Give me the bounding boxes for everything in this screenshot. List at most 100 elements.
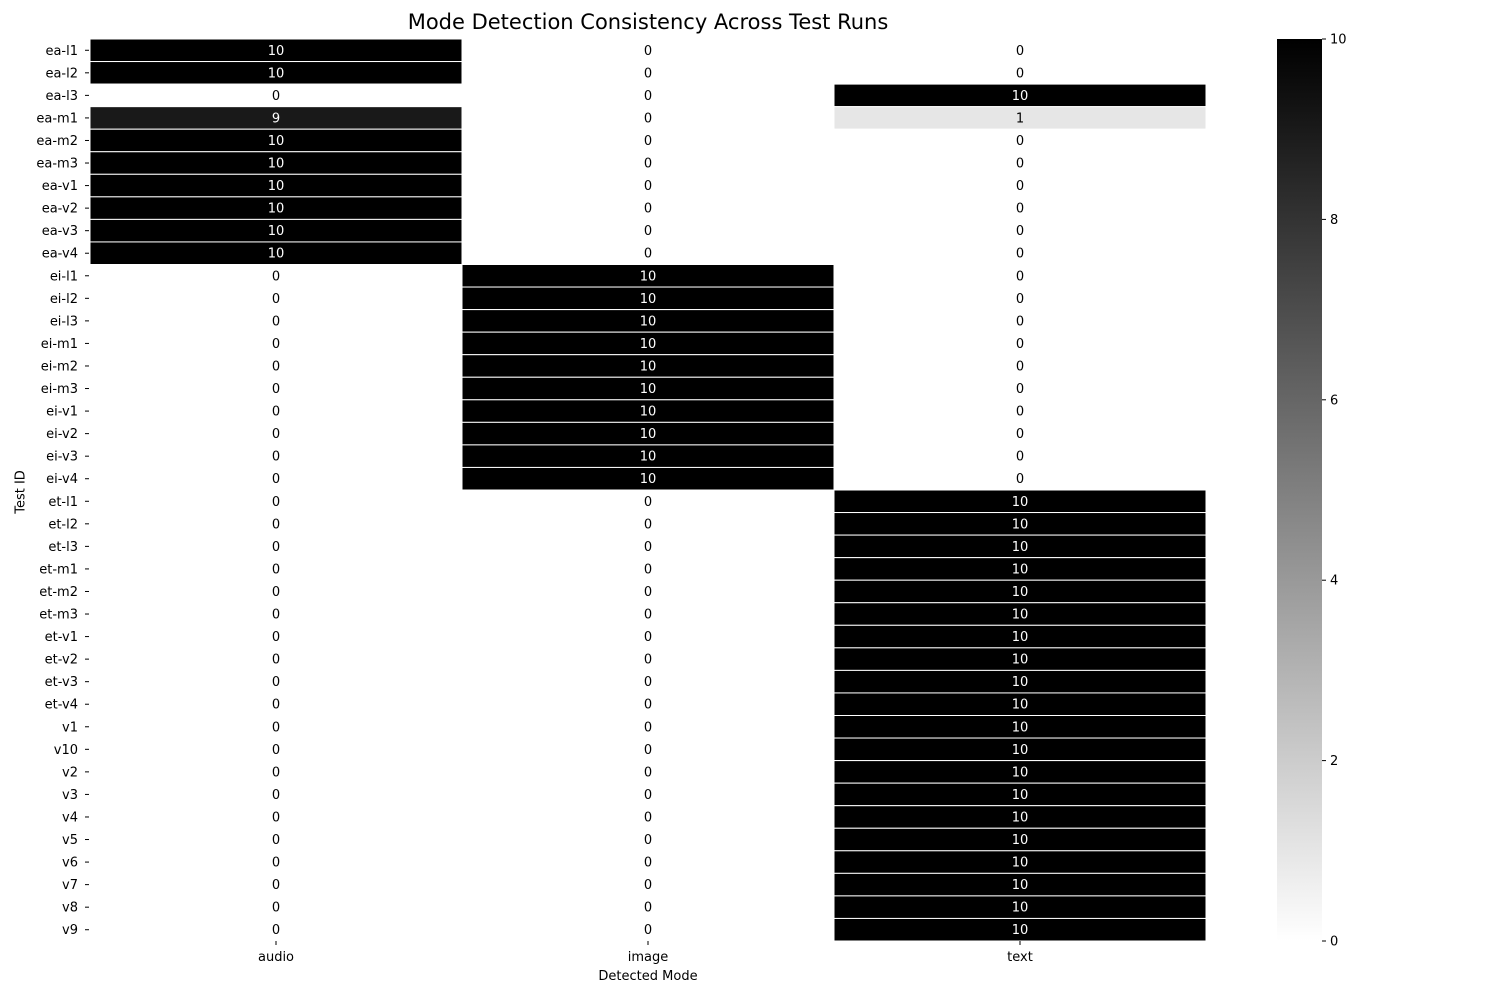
cell-value-label: 0 <box>272 833 280 848</box>
cell-value-label: 10 <box>640 292 657 307</box>
cell-value-label: 0 <box>644 675 652 690</box>
cell-value-label: 0 <box>644 44 652 59</box>
y-tick-label: ei-v3 <box>46 450 78 465</box>
y-tick-label: et-l3 <box>48 540 78 555</box>
y-tick-label: v5 <box>62 833 78 848</box>
cell-value-label: 0 <box>272 472 280 487</box>
cell-value-label: 10 <box>1012 89 1029 104</box>
y-tick-label: et-m3 <box>39 608 78 623</box>
cell-value-label: 10 <box>268 247 285 262</box>
cell-value-label: 10 <box>1012 788 1029 803</box>
cell-value-label: 0 <box>644 630 652 645</box>
cell-value-label: 10 <box>1012 675 1029 690</box>
cell-value-label: 0 <box>272 901 280 916</box>
cell-value-label: 0 <box>1016 405 1024 420</box>
y-tick-label: et-m2 <box>39 585 78 600</box>
y-tick-label: ei-v4 <box>46 472 78 487</box>
cell-value-label: 0 <box>644 856 652 871</box>
cell-value-label: 0 <box>272 720 280 735</box>
cell-value-label: 0 <box>644 202 652 217</box>
cell-value-label: 0 <box>644 585 652 600</box>
cell-value-label: 0 <box>272 89 280 104</box>
heatmap-cells: 10 0 0 10 0 0 0 0 10 9 0 1 10 0 0 10 0 0 10 0 0 10 0 0 10 0 0 10 0 0 0… <box>89 38 1207 942</box>
cell-value-label: 10 <box>1012 923 1029 938</box>
cell-value-label: 10 <box>1012 833 1029 848</box>
cell-value-label: 0 <box>272 450 280 465</box>
y-tick-label: ea-v3 <box>42 224 78 239</box>
y-tick-label: ea-m1 <box>36 111 78 126</box>
cell-value-label: 0 <box>272 765 280 780</box>
cell-value-label: 10 <box>640 269 657 284</box>
cell-value-label: 0 <box>644 901 652 916</box>
cell-value-label: 0 <box>644 765 652 780</box>
y-tick-label: ei-m2 <box>41 359 78 374</box>
cell-value-label: 10 <box>268 134 285 149</box>
cell-value-label: 0 <box>644 788 652 803</box>
cell-value-label: 0 <box>272 405 280 420</box>
cell-value-label: 0 <box>272 630 280 645</box>
cell-value-label: 10 <box>1012 810 1029 825</box>
cell-value-label: 0 <box>644 698 652 713</box>
y-tick-label: ei-v2 <box>46 427 78 442</box>
cell-value-label: 10 <box>640 427 657 442</box>
cell-value-label: 0 <box>644 878 652 893</box>
cell-value-label: 10 <box>1012 878 1029 893</box>
cell-value-label: 9 <box>272 111 280 126</box>
y-tick-label: ea-v1 <box>42 179 78 194</box>
y-tick-label: ea-l2 <box>45 66 78 81</box>
cell-value-label: 10 <box>268 157 285 172</box>
cell-value-label: 0 <box>1016 269 1024 284</box>
cell-value-label: 10 <box>268 179 285 194</box>
cell-value-label: 0 <box>1016 450 1024 465</box>
cell-value-label: 10 <box>268 44 285 59</box>
cell-value-label: 0 <box>644 540 652 555</box>
cell-value-label: 10 <box>1012 585 1029 600</box>
cell-value-label: 10 <box>1012 540 1029 555</box>
y-tick-label: et-v3 <box>45 675 78 690</box>
cell-value-label: 1 <box>1016 111 1024 126</box>
y-tick-label: v1 <box>62 720 78 735</box>
colorbar-tick-label: 0 <box>1330 935 1338 950</box>
y-tick-label: ei-v1 <box>46 405 78 420</box>
cell-value-label: 0 <box>644 66 652 81</box>
cell-value-label: 10 <box>268 224 285 239</box>
cell-value-label: 0 <box>644 89 652 104</box>
cell-value-label: 0 <box>644 134 652 149</box>
y-tick-label: v9 <box>62 923 78 938</box>
cell-value-label: 0 <box>272 269 280 284</box>
cell-value-label: 10 <box>1012 856 1029 871</box>
cell-value-label: 0 <box>272 495 280 510</box>
y-tick-label: ei-l2 <box>50 292 78 307</box>
cell-value-label: 0 <box>1016 472 1024 487</box>
cell-value-label: 0 <box>272 314 280 329</box>
cell-value-label: 0 <box>644 653 652 668</box>
cell-value-label: 10 <box>640 314 657 329</box>
cell-value-label: 0 <box>1016 44 1024 59</box>
cell-value-label: 0 <box>272 856 280 871</box>
colorbar <box>1277 39 1322 941</box>
cell-value-label: 0 <box>272 562 280 577</box>
cell-value-label: 0 <box>272 810 280 825</box>
cell-value-label: 0 <box>644 247 652 262</box>
cell-value-label: 0 <box>272 382 280 397</box>
cell-value-label: 0 <box>272 653 280 668</box>
y-tick-label: v3 <box>62 788 78 803</box>
y-tick-label: ea-m3 <box>36 157 78 172</box>
cell-value-label: 10 <box>1012 720 1029 735</box>
cell-value-label: 10 <box>1012 698 1029 713</box>
cell-value-label: 0 <box>272 292 280 307</box>
cell-value-label: 10 <box>1012 630 1029 645</box>
cell-value-label: 0 <box>644 810 652 825</box>
cell-value-label: 10 <box>640 359 657 374</box>
cell-value-label: 10 <box>1012 653 1029 668</box>
cell-value-label: 0 <box>1016 247 1024 262</box>
cell-value-label: 0 <box>272 517 280 532</box>
cell-value-label: 0 <box>1016 427 1024 442</box>
cell-value-label: 0 <box>644 495 652 510</box>
cell-value-label: 0 <box>644 111 652 126</box>
cell-value-label: 0 <box>272 337 280 352</box>
y-tick-label: et-m1 <box>39 562 78 577</box>
y-tick-label: v10 <box>54 743 78 758</box>
y-tick-label: v6 <box>62 856 78 871</box>
